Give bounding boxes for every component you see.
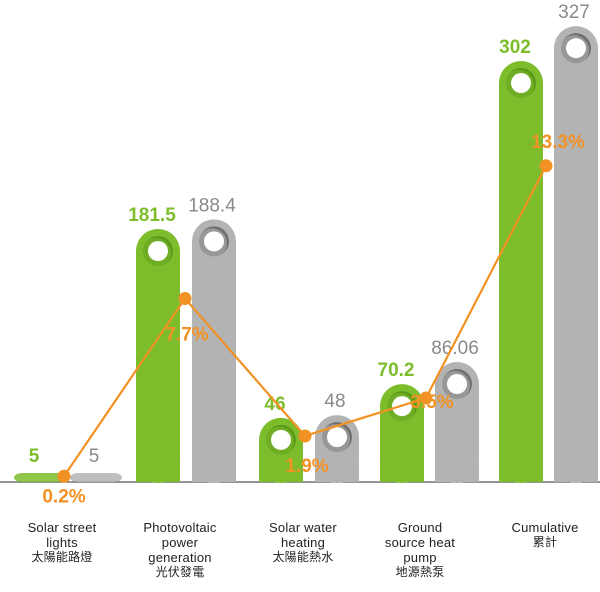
category-label-1: Photovoltaic power generation 光伏發電 [120,520,240,580]
category-label-en-1-0: Photovoltaic [143,520,217,535]
gray-knob-center-2 [327,427,347,448]
category-label-en-3-0: Ground [397,520,443,535]
percent-label-3: 3.5% [410,392,453,413]
category-label-en-2-1: heating [280,535,326,550]
gray-value-label-4: 327 [558,2,590,23]
green-bar-base-1 [136,462,180,482]
green-bar-0 [14,473,66,482]
category-label-en-0-1: lights [46,535,78,550]
category-label-en-2-0: Solar water [269,520,337,535]
percent-point-1 [178,292,192,306]
gray-bar-base-3 [435,462,479,482]
gray-bar-1 [192,219,236,483]
category-label-en-3-2: pump [403,550,437,565]
category-label-2: Solar water heating 太陽能熱水 [243,520,363,565]
percent-point-0 [57,469,71,483]
percent-point-3 [419,391,433,405]
green-value-label-3: 70.2 [378,360,415,381]
green-value-label-1: 181.5 [128,205,176,226]
gray-value-label-1: 188.4 [188,195,236,216]
green-bar-base-2 [259,462,303,482]
gray-knob-center-1 [204,231,224,252]
percent-label-2: 1.9% [285,456,328,477]
green-knob-center-4 [511,73,531,94]
gray-bar-4 [554,26,598,483]
percent-point-4 [539,159,553,173]
category-label-3: Ground source heat pump 地源熱泵 [360,520,480,580]
category-label-en-3-1: source heat [384,535,456,550]
green-value-label-0: 5 [29,446,40,467]
gray-bar-base-2 [315,462,359,482]
gray-bar-base-1 [192,462,236,482]
category-label-en-1-2: generation [148,550,212,565]
category-label-zh-0: 太陽能路燈 [31,550,93,564]
green-knob-center-2 [271,429,291,450]
percent-label-4: 13.3% [531,132,585,153]
percent-label-0: 0.2% [42,486,85,507]
category-label-zh-2: 太陽能熱水 [272,550,334,564]
category-label-4: Cumulative 累計 [485,520,600,550]
green-knob-center-1 [148,241,168,261]
category-label-en-0-0: Solar street [27,520,97,535]
green-bar-1 [136,229,180,483]
green-value-label-4: 302 [499,37,531,58]
green-bar-4 [499,61,543,483]
gray-bar-0 [70,473,122,482]
category-label-en-1-1: power [161,535,199,550]
green-bar-base-4 [499,462,543,482]
category-label-zh-4: 累計 [532,535,558,549]
gray-value-label-2: 48 [324,391,345,412]
category-label-zh-1: 光伏發電 [155,565,205,579]
green-value-label-2: 46 [264,394,285,415]
category-label-0: Solar street lights 太陽能路燈 [2,520,122,565]
percent-point-2 [298,429,312,443]
gray-value-label-3: 86.06 [431,338,479,359]
category-label-zh-3: 地源熱泵 [395,565,445,579]
gray-knob-center-3 [447,374,467,395]
gray-bar-base-4 [554,462,598,482]
category-label-en-4-0: Cumulative [511,520,579,535]
gray-value-label-0: 5 [89,446,100,467]
percent-label-1: 7.7% [165,325,208,346]
green-bar-base-3 [380,462,424,482]
gray-knob-center-4 [566,38,586,59]
